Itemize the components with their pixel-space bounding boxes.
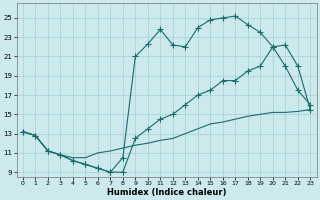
X-axis label: Humidex (Indice chaleur): Humidex (Indice chaleur): [107, 188, 226, 197]
